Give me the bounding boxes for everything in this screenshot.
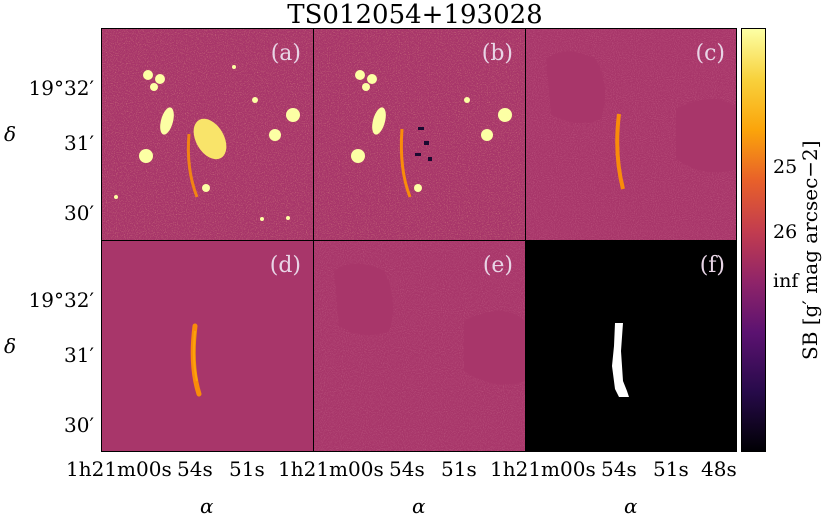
panel-a-image xyxy=(102,29,313,240)
y-tick-label: 31′ xyxy=(64,131,94,155)
colorbar xyxy=(741,28,766,452)
colorbar-tick-label: 25 xyxy=(773,156,798,178)
x-axis-name: α xyxy=(624,494,638,518)
y-tick-label: 19°32′ xyxy=(28,76,94,100)
panel-d-image xyxy=(102,241,313,452)
panel-divider xyxy=(102,240,736,241)
panel-e-model-residual-image: (e) xyxy=(314,241,525,452)
y-tick-label: 30′ xyxy=(64,413,94,437)
panel-f-mask-image: (f) xyxy=(526,241,737,452)
y-tick-label: 19°32′ xyxy=(28,288,94,312)
figure-title: TS012054+193028 xyxy=(287,0,543,30)
x-axis-name: α xyxy=(412,494,426,518)
panel-c-image xyxy=(526,29,737,240)
x-tick-label: 54s xyxy=(389,457,425,481)
panel-label-c: (c) xyxy=(695,41,726,66)
y-axis-name: δ xyxy=(4,334,17,358)
y-tick-label: 30′ xyxy=(64,201,94,225)
panel-f-image xyxy=(526,241,737,452)
panel-b-image xyxy=(314,29,525,240)
panel-label-f: (f) xyxy=(699,253,725,278)
colorbar-tick-label: inf xyxy=(773,270,799,292)
panel-label-b: (b) xyxy=(481,41,513,66)
x-tick-label: 54s xyxy=(177,457,213,481)
panel-d-model-image: (d) xyxy=(102,241,313,452)
x-tick-label: 1h21m00s xyxy=(66,457,172,481)
panel-label-a: (a) xyxy=(270,41,301,66)
x-tick-label: 1h21m00s xyxy=(490,457,596,481)
y-tick-label: 31′ xyxy=(64,343,94,367)
panel-label-d: (d) xyxy=(269,253,301,278)
colorbar-tick-label: 26 xyxy=(773,221,798,243)
colorbar-label: SB [g′ mag arcsec−2] xyxy=(798,140,822,360)
panel-a-original-image: (a) xyxy=(102,29,313,240)
panel-b-residual-image: (b) xyxy=(314,29,525,240)
x-tick-label: 1h21m00s xyxy=(278,457,384,481)
panel-e-image xyxy=(314,241,525,452)
x-tick-label: 48s xyxy=(701,457,737,481)
y-axis-name: δ xyxy=(4,122,17,146)
x-tick-label: 51s xyxy=(441,457,477,481)
panel-label-e: (e) xyxy=(482,253,513,278)
x-tick-label: 54s xyxy=(601,457,637,481)
x-tick-label: 51s xyxy=(653,457,689,481)
x-tick-label: 51s xyxy=(229,457,265,481)
panel-c-masked-image: (c) xyxy=(526,29,737,240)
x-axis-name: α xyxy=(200,494,214,518)
